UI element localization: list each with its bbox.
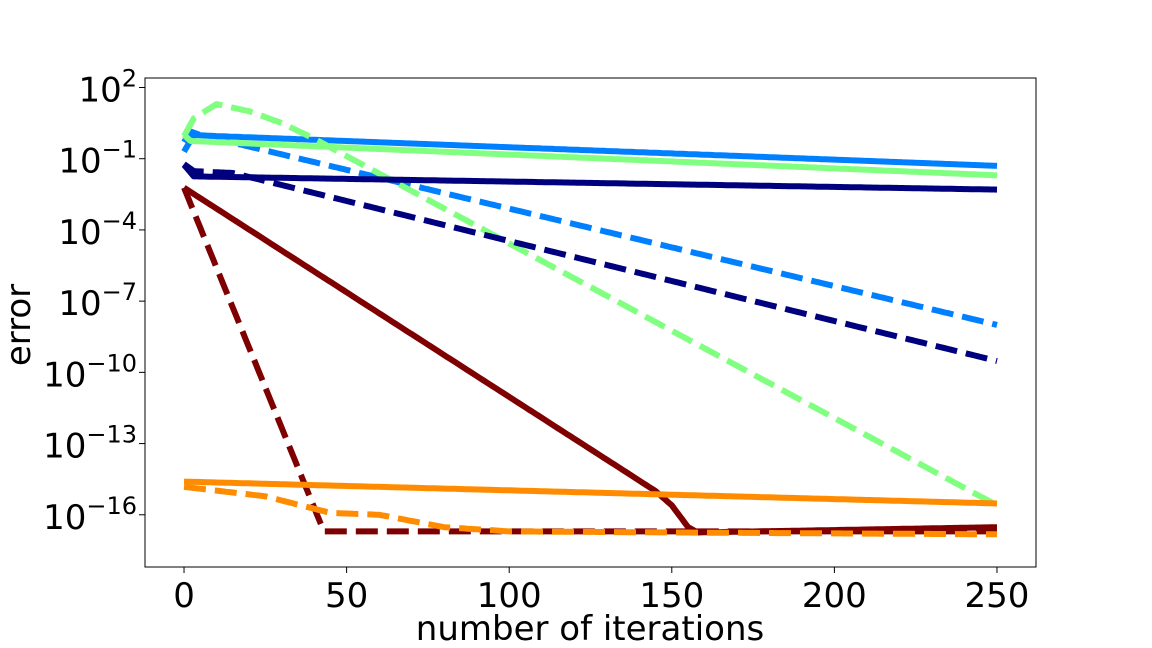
series-layer bbox=[181, 101, 999, 538]
series-line-5-dashed bbox=[182, 161, 998, 364]
series-line-1-dashed bbox=[181, 128, 998, 328]
x-ticks: 0 50 100 150 200 250 bbox=[173, 567, 1029, 616]
y-tick-label: 102 bbox=[78, 64, 137, 110]
y-tick-label: 10−7 bbox=[58, 278, 137, 324]
x-tick-label: 200 bbox=[802, 576, 867, 616]
plot-frame bbox=[144, 77, 1037, 568]
y-axis-label: error bbox=[0, 284, 39, 366]
series-line-9-dashed bbox=[183, 483, 997, 538]
x-tick-label: 50 bbox=[325, 576, 368, 616]
y-tick-label: 10−10 bbox=[43, 349, 137, 395]
x-tick-label: 100 bbox=[477, 576, 542, 616]
series-line-3-dashed bbox=[181, 101, 999, 508]
y-tick-label: 10−4 bbox=[58, 207, 137, 253]
y-tick-label: 10−1 bbox=[58, 136, 137, 182]
series-line-7-dashed bbox=[181, 186, 997, 535]
y-ticks: 102 10−1 10−4 10−7 10−10 10−13 10−16 bbox=[43, 64, 145, 538]
y-tick-label: 10−13 bbox=[43, 421, 137, 467]
x-tick-label: 0 bbox=[173, 576, 195, 616]
series-line-2-solid bbox=[181, 132, 998, 179]
series-line-4-solid bbox=[181, 162, 998, 193]
x-axis-label: number of iterations bbox=[416, 609, 764, 648]
y-tick-label: 10−16 bbox=[43, 492, 137, 538]
x-tick-label: 150 bbox=[639, 576, 704, 616]
series-line-8-solid bbox=[183, 478, 998, 507]
x-tick-label: 250 bbox=[965, 576, 1030, 616]
